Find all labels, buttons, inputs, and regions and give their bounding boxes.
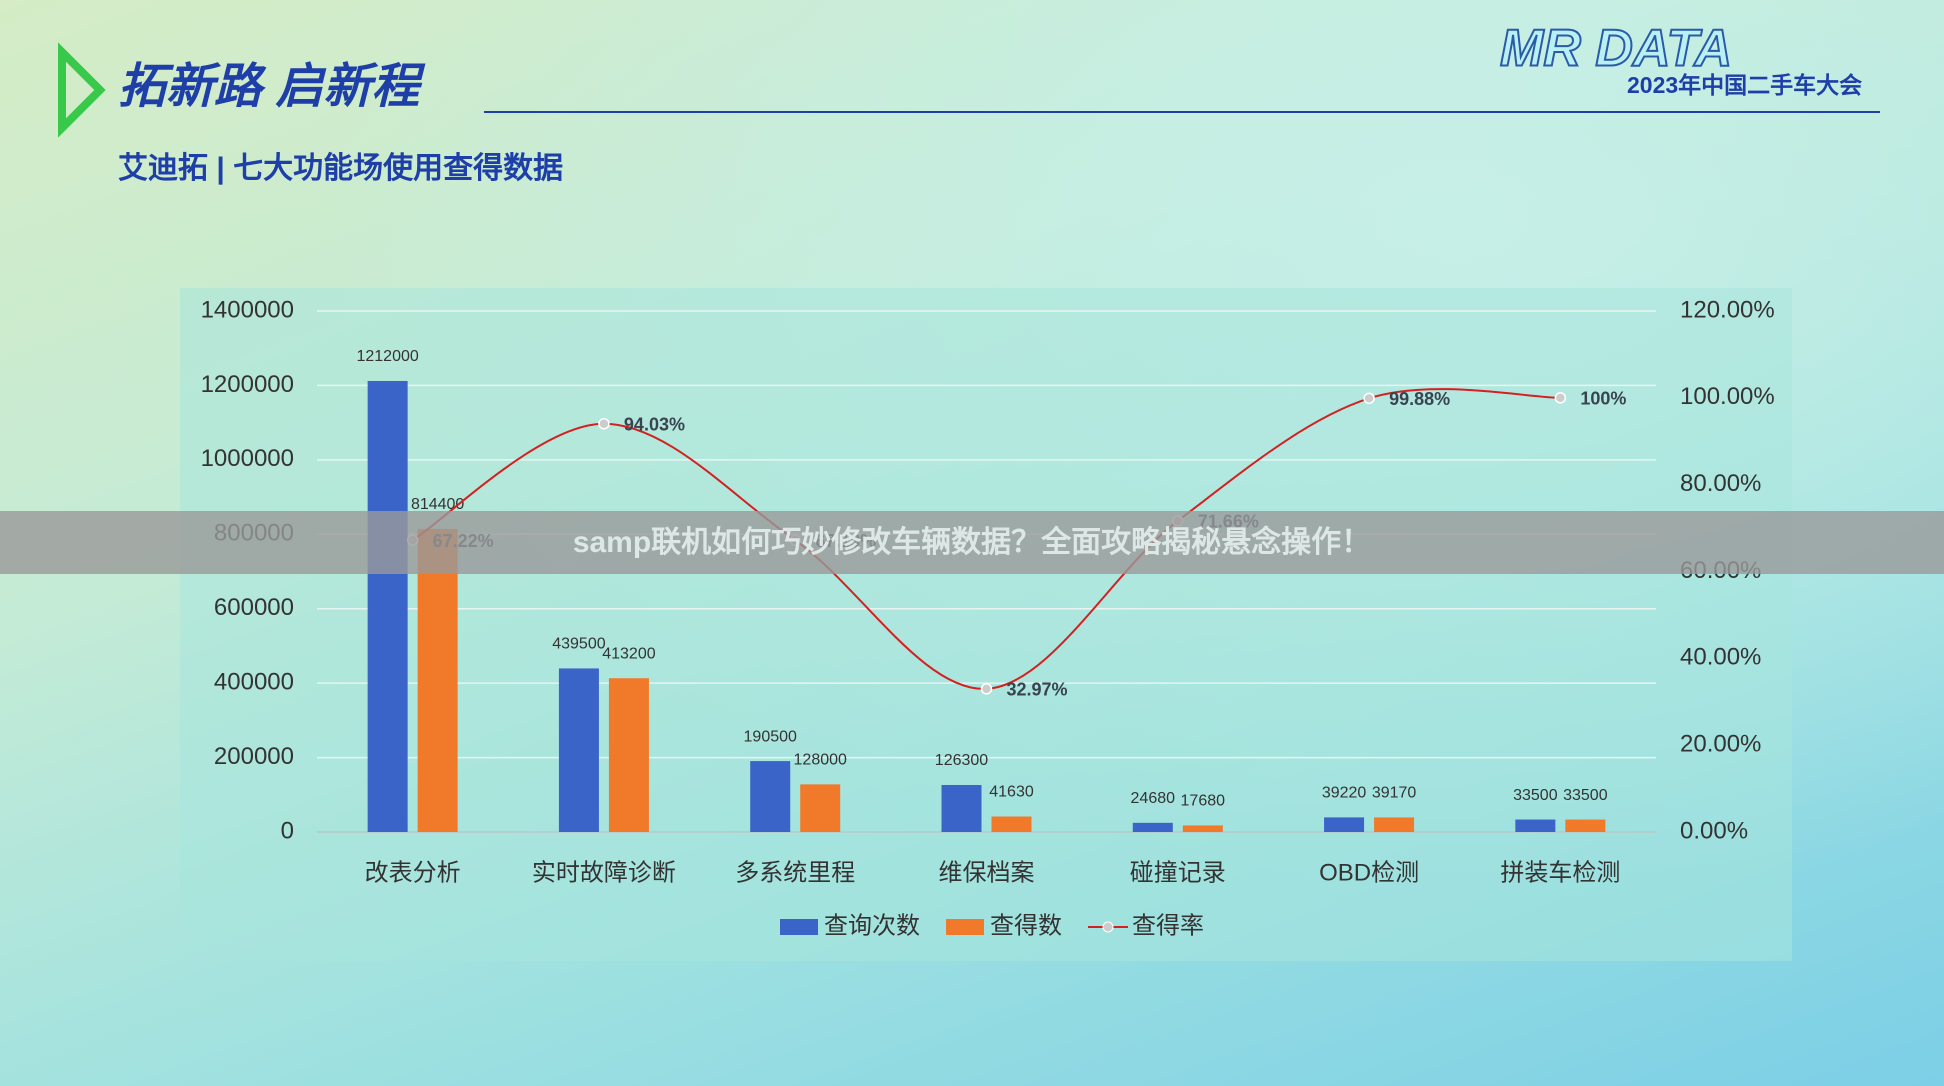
y2-tick-label: 20.00% xyxy=(1680,731,1761,758)
legend-swatch xyxy=(946,919,984,935)
x-tick-label: OBD检测 xyxy=(1319,859,1419,886)
bar-value-label: 39170 xyxy=(1372,785,1417,802)
bar xyxy=(1565,819,1606,832)
x-tick-label: 维保档案 xyxy=(939,859,1035,886)
y-tick-label: 200000 xyxy=(214,743,294,770)
event-name: 2023年中国二手车大会 xyxy=(1627,72,1862,98)
bar-value-label: 814400 xyxy=(411,496,464,513)
bar-value-label: 17680 xyxy=(1181,793,1226,810)
chart-title: 艾迪拓 | 七大功能场使用查得数据 xyxy=(118,152,563,185)
legend-swatch xyxy=(780,919,818,935)
bar-value-label: 439500 xyxy=(552,636,605,653)
rate-label: 99.88% xyxy=(1389,389,1450,409)
rate-label: 94.03% xyxy=(624,415,685,435)
bar xyxy=(800,784,841,832)
bar-value-label: 39220 xyxy=(1322,785,1367,802)
bar xyxy=(1132,822,1173,832)
banner-bg xyxy=(0,511,1944,574)
rate-label: 100% xyxy=(1580,389,1626,409)
bar xyxy=(991,816,1032,832)
bar xyxy=(367,380,408,832)
y2-tick-label: 0.00% xyxy=(1680,817,1748,844)
logo-icon xyxy=(58,42,106,138)
legend-label: 查询次数 xyxy=(824,912,920,939)
bar xyxy=(1515,819,1556,832)
brand-logo: MR DATA xyxy=(1500,20,1732,78)
bar xyxy=(558,668,599,832)
x-tick-label: 多系统里程 xyxy=(735,859,855,886)
y-tick-label: 1400000 xyxy=(201,296,294,323)
bar-value-label: 413200 xyxy=(602,645,655,662)
x-tick-label: 实时故障诊断 xyxy=(532,859,676,886)
y2-tick-label: 40.00% xyxy=(1680,644,1761,671)
legend-label: 查得数 xyxy=(990,912,1062,939)
bar xyxy=(750,761,791,832)
y-tick-label: 1200000 xyxy=(201,371,294,398)
rate-label: 32.97% xyxy=(1007,680,1068,700)
y-tick-label: 400000 xyxy=(214,668,294,695)
rate-point xyxy=(598,418,610,430)
bar-value-label: 24680 xyxy=(1131,790,1176,807)
legend-swatch xyxy=(1102,921,1114,933)
bar xyxy=(1374,817,1415,832)
x-tick-label: 拼装车检测 xyxy=(1500,859,1620,886)
bar xyxy=(608,678,649,832)
bar xyxy=(417,528,458,832)
x-tick-label: 改表分析 xyxy=(365,859,461,886)
x-tick-label: 碰撞记录 xyxy=(1130,859,1226,886)
bar xyxy=(1324,817,1365,832)
y2-tick-label: 120.00% xyxy=(1680,296,1775,323)
y-tick-label: 1000000 xyxy=(201,445,294,472)
rate-point xyxy=(1363,392,1375,405)
y-tick-label: 0 xyxy=(281,817,294,844)
bar-value-label: 126300 xyxy=(935,752,988,769)
slogan: 拓新路 启新程 xyxy=(118,61,426,114)
y2-tick-label: 80.00% xyxy=(1680,470,1761,497)
y-tick-label: 600000 xyxy=(214,594,294,621)
bar xyxy=(1182,825,1223,832)
bar-value-label: 33500 xyxy=(1513,787,1558,804)
rate-point xyxy=(980,683,993,695)
banner-text: samp联机如何巧妙修改车辆数据？全面攻略揭秘悬念操作！ xyxy=(573,525,1371,559)
bar-value-label: 33500 xyxy=(1563,787,1608,804)
legend-label: 查得率 xyxy=(1132,912,1204,939)
y2-tick-label: 100.00% xyxy=(1680,383,1775,410)
bar-value-label: 1212000 xyxy=(356,348,418,365)
rate-point xyxy=(1554,392,1567,404)
bar xyxy=(941,784,982,832)
bar-value-label: 128000 xyxy=(794,752,847,769)
bar-value-label: 41630 xyxy=(989,784,1034,801)
bar-value-label: 190500 xyxy=(744,728,797,745)
